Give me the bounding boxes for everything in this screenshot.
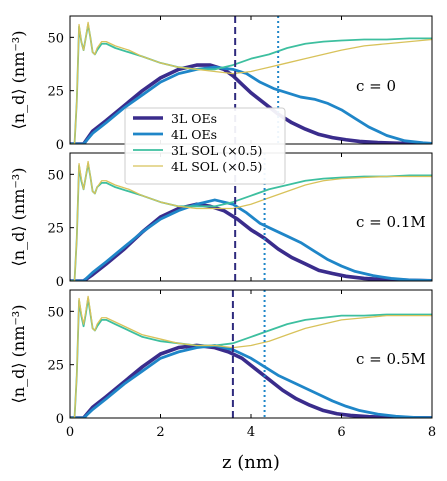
y-tick-label: 25 — [47, 222, 64, 237]
series-line-4l-sol — [70, 160, 432, 281]
y-tick-label: 50 — [47, 31, 64, 46]
x-tick-label: 8 — [428, 425, 436, 440]
panel-1: 0 25 50 ⟨n_d⟩ (nm⁻³) c = 0 — [9, 15, 433, 153]
y-tick-label: 25 — [47, 359, 64, 374]
legend-label: 4L SOL (×0.5) — [171, 159, 262, 174]
legend-label: 4L OEs — [171, 127, 217, 142]
y-tick-label: 50 — [47, 305, 64, 320]
y-axis-label: ⟨n_d⟩ (nm⁻³) — [9, 168, 28, 267]
series-group — [70, 160, 432, 281]
series-line-3l-oes — [70, 63, 432, 144]
series-line-4l-oes — [70, 198, 432, 281]
panel-annotation: c = 0.5M — [356, 350, 426, 368]
series-line-4l-oes — [70, 344, 432, 418]
y-axis-label: ⟨n_d⟩ (nm⁻³) — [9, 31, 28, 130]
series-line-4l-sol — [70, 21, 432, 144]
x-tick-label: 4 — [247, 425, 255, 440]
legend-label: 3L OEs — [171, 111, 217, 126]
y-tick-label: 0 — [56, 412, 64, 427]
legend-box — [124, 107, 286, 185]
legend-label: 3L SOL (×0.5) — [171, 143, 262, 158]
y-tick-label: 50 — [47, 168, 64, 183]
series-group — [70, 295, 432, 418]
panel-annotation: c = 0 — [356, 77, 396, 95]
y-axis-label: ⟨n_d⟩ (nm⁻³) — [9, 305, 28, 404]
series-line-3l-oes — [70, 202, 432, 281]
x-tick-label: 6 — [337, 425, 345, 440]
series-line-3l-oes — [70, 343, 432, 418]
x-tick-label: 2 — [156, 425, 164, 440]
y-tick-label: 0 — [56, 138, 64, 153]
series-group — [70, 21, 432, 144]
y-tick-label: 25 — [47, 85, 64, 100]
y-tick-label: 0 — [56, 275, 64, 290]
series-line-4l-sol — [70, 295, 432, 418]
panel-3: 0 25 50 0 2 4 6 8 ⟨n_d⟩ (nm⁻³) c = 0.5M z (nm) — [9, 289, 436, 473]
x-tick-label: 0 — [66, 425, 74, 440]
series-line-4l-oes — [70, 65, 432, 144]
x-axis-label: z (nm) — [222, 452, 280, 473]
panel-annotation: c = 0.1M — [356, 213, 426, 231]
